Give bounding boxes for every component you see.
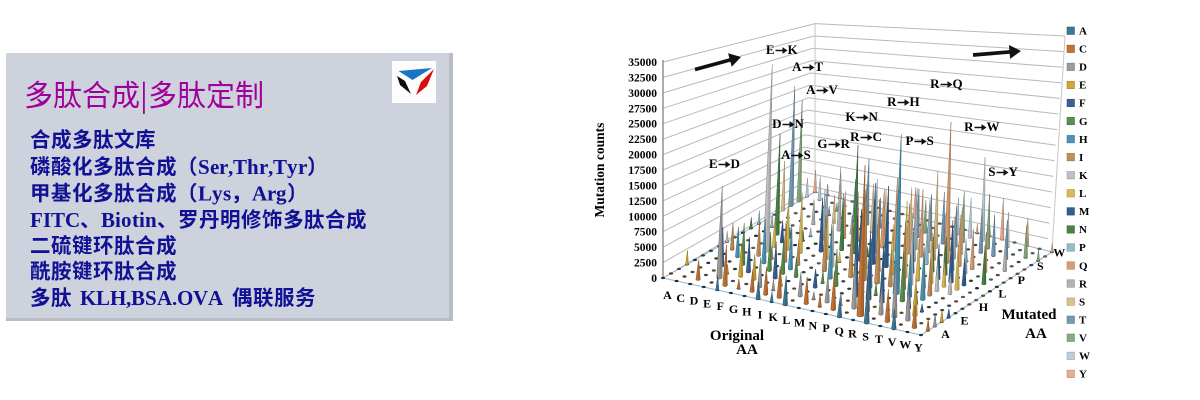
svg-text:V: V	[888, 335, 897, 349]
svg-text:C: C	[1079, 44, 1087, 56]
svg-text:L: L	[1079, 188, 1086, 200]
svg-text:P: P	[822, 321, 829, 335]
svg-text:E: E	[766, 42, 775, 57]
svg-text:15000: 15000	[628, 180, 657, 192]
svg-text:M: M	[1079, 206, 1090, 218]
svg-text:A: A	[1079, 26, 1087, 38]
svg-text:Y: Y	[914, 340, 923, 354]
svg-text:V: V	[829, 82, 839, 97]
svg-text:C: C	[873, 129, 882, 144]
svg-text:F: F	[1079, 98, 1086, 110]
svg-text:G: G	[729, 302, 738, 316]
svg-text:A: A	[792, 59, 802, 74]
svg-text:K: K	[788, 42, 799, 57]
svg-text:Mutated: Mutated	[1002, 307, 1058, 323]
svg-text:30000: 30000	[628, 88, 657, 100]
svg-text:R: R	[841, 136, 851, 151]
svg-text:W: W	[1053, 246, 1065, 260]
svg-text:E: E	[703, 296, 711, 310]
svg-text:R: R	[1079, 278, 1088, 290]
svg-text:S: S	[862, 329, 869, 343]
svg-text:N: N	[869, 109, 879, 124]
svg-text:D: D	[1079, 62, 1087, 74]
svg-text:W: W	[1079, 351, 1090, 363]
svg-text:C: C	[676, 291, 685, 305]
svg-text:H: H	[979, 300, 989, 314]
svg-text:G: G	[817, 136, 827, 151]
svg-text:R: R	[850, 129, 860, 144]
svg-text:S: S	[988, 164, 995, 179]
svg-text:T: T	[875, 332, 883, 346]
svg-text:Y: Y	[1079, 369, 1087, 381]
svg-text:V: V	[1079, 333, 1087, 345]
svg-text:17500: 17500	[628, 165, 657, 177]
svg-text:A: A	[663, 288, 672, 302]
svg-text:K: K	[1079, 170, 1088, 182]
svg-text:Mutation counts: Mutation counts	[592, 123, 607, 218]
svg-text:P: P	[906, 133, 914, 148]
svg-text:5000: 5000	[634, 242, 657, 254]
svg-text:A: A	[941, 327, 950, 341]
svg-text:Y: Y	[1009, 164, 1019, 179]
svg-text:20000: 20000	[628, 150, 657, 162]
svg-text:12500: 12500	[628, 196, 657, 208]
svg-text:R: R	[848, 327, 857, 341]
svg-text:D: D	[690, 294, 699, 308]
svg-text:7500: 7500	[634, 227, 657, 239]
svg-text:E: E	[960, 313, 968, 327]
svg-text:S: S	[1037, 259, 1044, 273]
svg-text:A: A	[781, 147, 791, 162]
svg-text:Original: Original	[710, 328, 764, 344]
svg-text:G: G	[1079, 116, 1088, 128]
svg-text:N: N	[808, 318, 817, 332]
svg-text:22500: 22500	[628, 134, 657, 146]
svg-text:P: P	[1079, 242, 1086, 254]
svg-text:H: H	[1079, 134, 1088, 146]
svg-text:R: R	[887, 94, 897, 109]
svg-text:F: F	[717, 299, 724, 313]
svg-text:A: A	[806, 82, 816, 97]
svg-text:N: N	[795, 116, 805, 131]
svg-text:D: D	[772, 116, 781, 131]
svg-text:S: S	[927, 133, 934, 148]
svg-text:L: L	[998, 286, 1006, 300]
svg-text:25000: 25000	[628, 119, 657, 131]
svg-text:E: E	[709, 156, 718, 171]
svg-text:AA: AA	[1025, 326, 1047, 342]
svg-text:W: W	[899, 338, 911, 352]
svg-text:0: 0	[651, 273, 657, 285]
svg-text:S: S	[804, 147, 811, 162]
svg-text:T: T	[1079, 315, 1087, 327]
svg-text:W: W	[987, 119, 1000, 134]
svg-text:M: M	[794, 316, 805, 330]
svg-text:AA: AA	[736, 342, 758, 358]
svg-text:D: D	[731, 156, 740, 171]
svg-text:10000: 10000	[628, 211, 657, 223]
svg-text:H: H	[742, 305, 752, 319]
svg-text:Q: Q	[953, 76, 963, 91]
svg-text:I: I	[758, 307, 763, 321]
svg-text:K: K	[845, 109, 856, 124]
svg-text:E: E	[1079, 80, 1086, 92]
svg-text:L: L	[782, 313, 790, 327]
svg-text:K: K	[769, 310, 779, 324]
svg-text:27500: 27500	[628, 103, 657, 115]
svg-text:R: R	[930, 76, 940, 91]
svg-text:32500: 32500	[628, 72, 657, 84]
svg-text:I: I	[1079, 152, 1083, 164]
svg-text:35000: 35000	[628, 57, 657, 69]
svg-text:Q: Q	[1079, 260, 1088, 272]
svg-text:R: R	[964, 119, 974, 134]
svg-text:N: N	[1079, 224, 1087, 236]
svg-text:T: T	[815, 59, 824, 74]
svg-text:2500: 2500	[634, 258, 657, 270]
svg-text:P: P	[1018, 273, 1025, 287]
svg-text:S: S	[1079, 296, 1085, 308]
svg-text:Q: Q	[835, 324, 844, 338]
svg-text:H: H	[910, 94, 920, 109]
